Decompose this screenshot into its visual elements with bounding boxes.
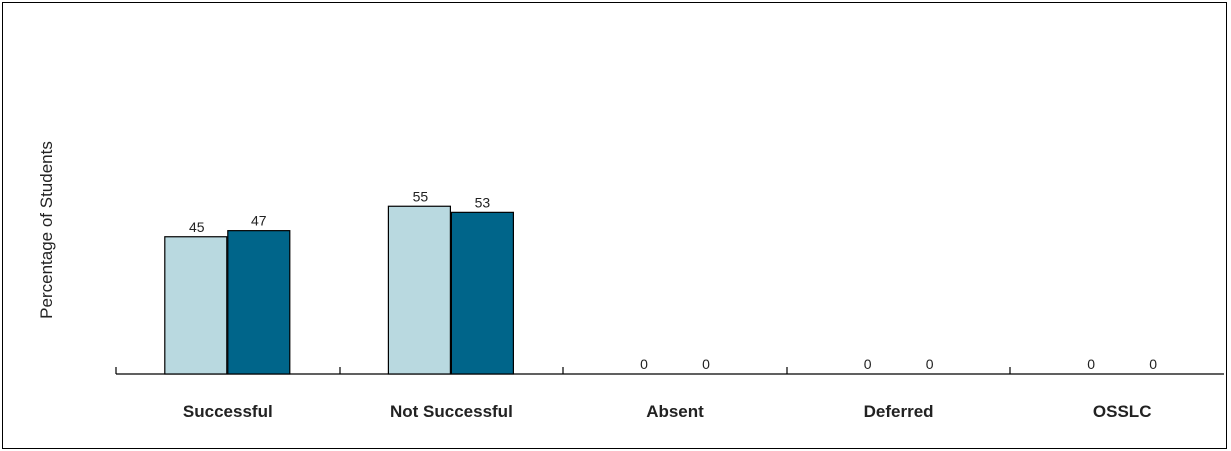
category-label: OSSLC: [1093, 402, 1152, 421]
bar: [164, 236, 228, 375]
data-label: 53: [475, 194, 491, 210]
category-label: Successful: [183, 402, 273, 421]
data-label: 47: [251, 213, 267, 229]
data-label: 55: [413, 188, 429, 204]
y-axis-label: Percentage of Students: [37, 141, 56, 319]
data-label: 0: [926, 356, 934, 372]
category-label: Absent: [646, 402, 704, 421]
data-label: 0: [864, 356, 872, 372]
bars-group: [164, 205, 514, 375]
bar: [227, 230, 291, 375]
data-label: 0: [702, 356, 710, 372]
data-label: 0: [1149, 356, 1157, 372]
bar: [450, 211, 514, 375]
category-label: Not Successful: [390, 402, 513, 421]
labels-group: Successful 45 47 Not Successful 55 53 Absent 0 0…: [183, 188, 1157, 421]
data-label: 0: [1087, 356, 1095, 372]
x-axis: [115, 367, 1224, 375]
data-label: 45: [189, 219, 205, 235]
bar: [387, 205, 451, 375]
data-label: 0: [640, 356, 648, 372]
category-label: Deferred: [864, 402, 934, 421]
